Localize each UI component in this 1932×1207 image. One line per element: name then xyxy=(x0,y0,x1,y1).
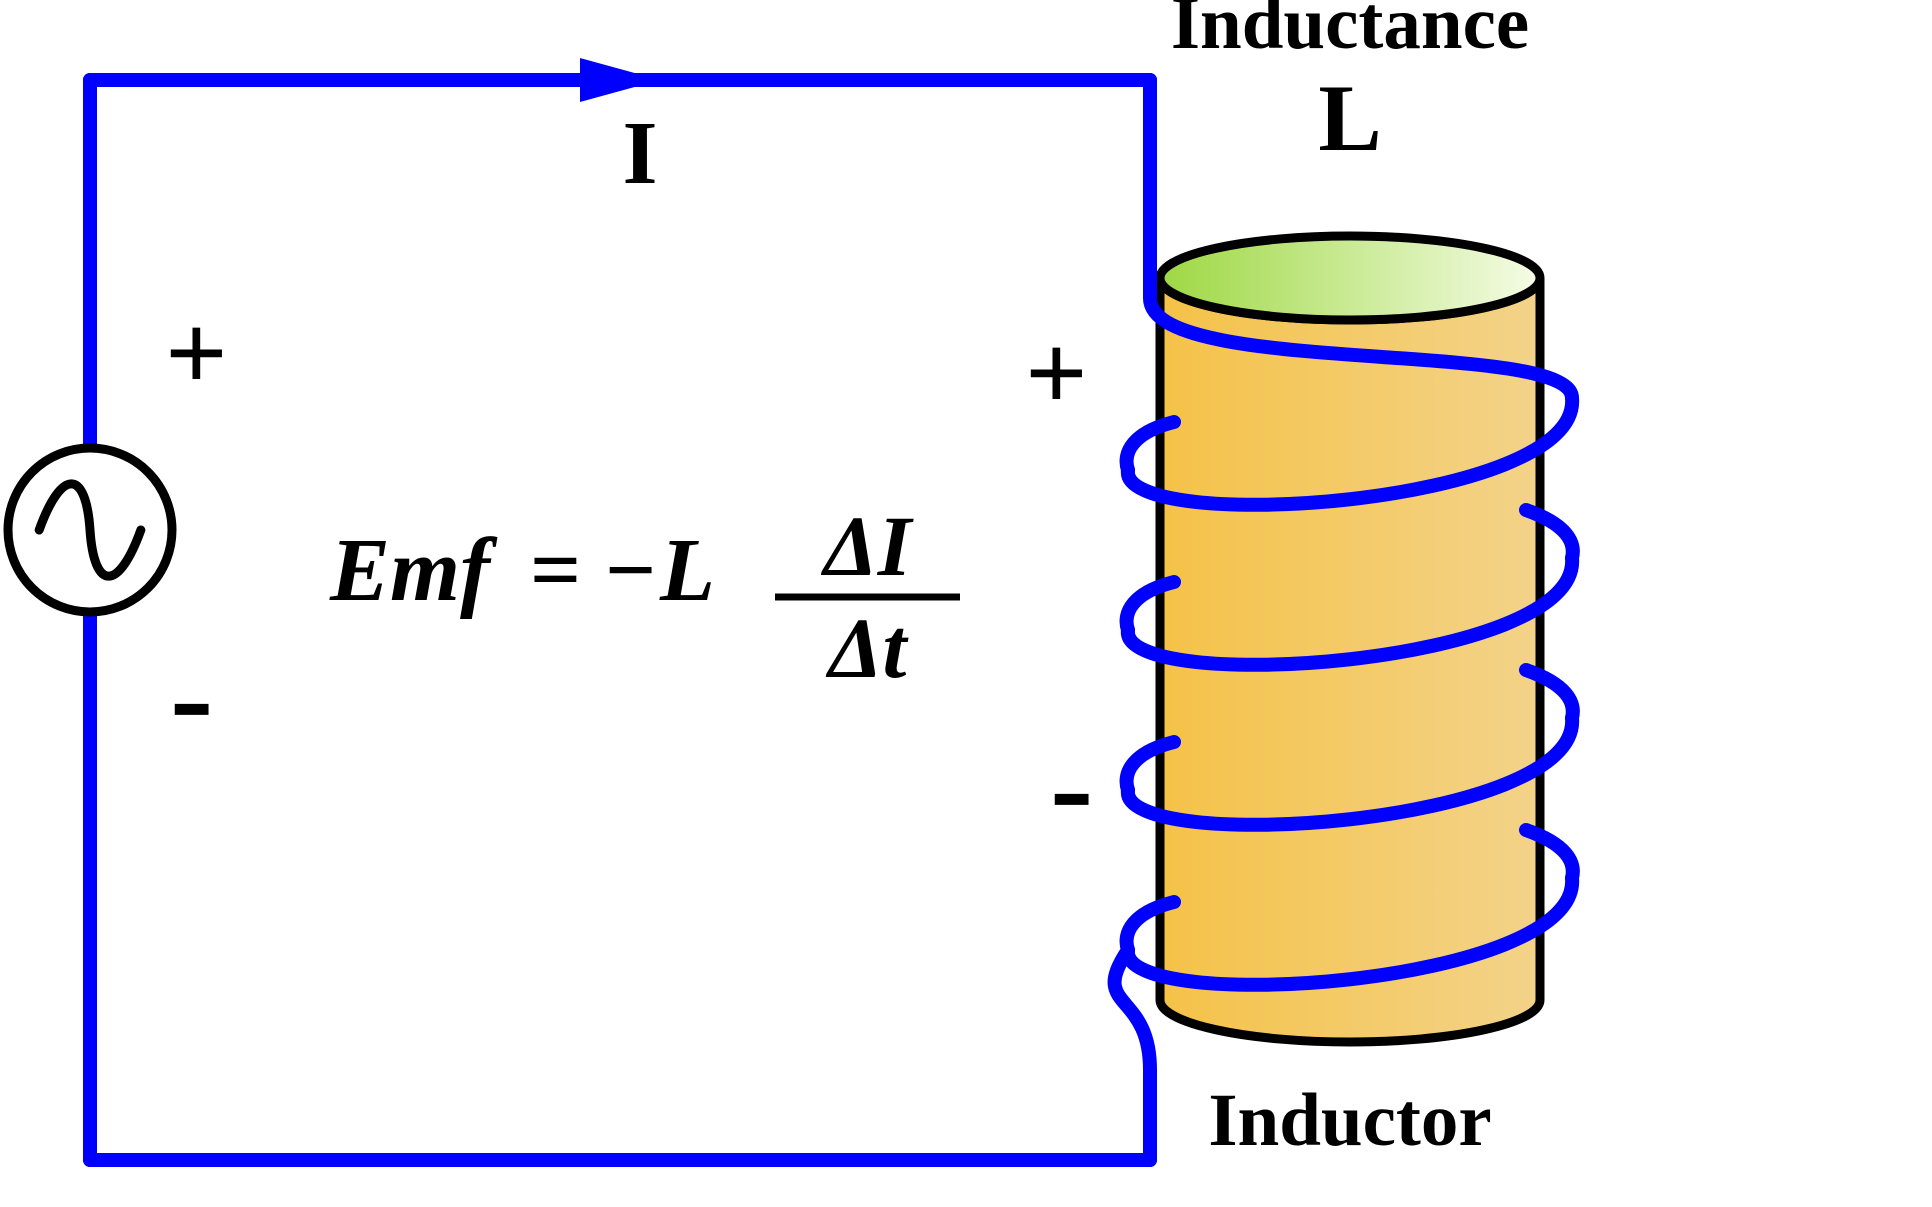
label-source-plus: + xyxy=(165,292,228,414)
label-L: L xyxy=(1318,65,1381,171)
label-source-minus: - xyxy=(170,625,213,769)
equation-dI: ΔI xyxy=(821,498,914,594)
coil-lead-bottom xyxy=(1115,950,1150,1160)
equation-part: Emf xyxy=(329,521,498,620)
label-inductor: Inductor xyxy=(1208,1079,1491,1162)
label-current: I xyxy=(622,104,657,203)
equation-part: L xyxy=(659,521,715,620)
inductor-top xyxy=(1160,236,1540,320)
label-coil-plus: + xyxy=(1025,312,1088,434)
equation-part: − xyxy=(605,521,656,620)
equation-dt: Δt xyxy=(826,600,910,696)
equation-part: = xyxy=(530,521,581,620)
label-inductance: Inductance xyxy=(1171,0,1529,65)
current-arrow xyxy=(580,58,660,102)
label-coil-minus: - xyxy=(1050,715,1093,859)
